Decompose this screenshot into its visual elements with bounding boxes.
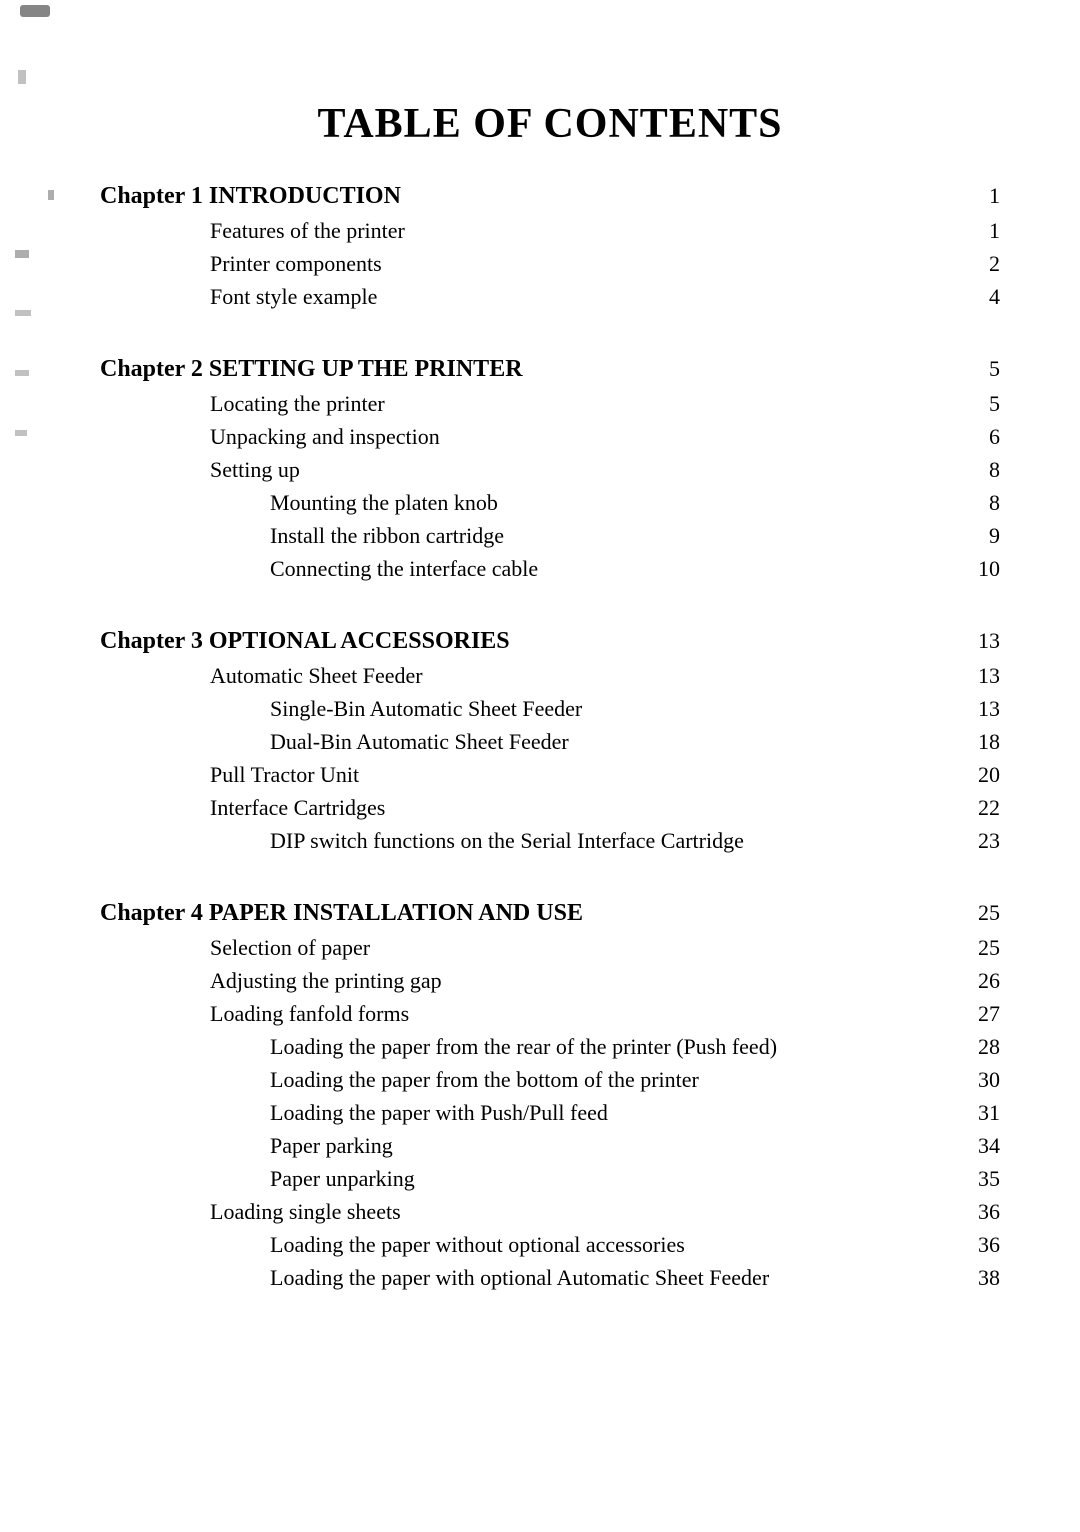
toc-entry: Automatic Sheet Feeder 13 [100,659,1000,692]
toc-entry: Features of the printer 1 [100,214,1000,247]
page-number: 25 [960,931,1000,964]
page-number: 8 [960,453,1000,486]
page-number: 8 [960,486,1000,519]
toc-entry: Paper unparking 35 [100,1162,1000,1195]
entry-text: Automatic Sheet Feeder [210,659,423,692]
page-number: 13 [960,624,1000,657]
entry-text: Printer components [210,247,382,280]
toc-entry: Locating the printer 5 [100,387,1000,420]
entry-text: Loading the paper with Push/Pull feed [270,1096,608,1129]
toc-entry: Connecting the interface cable 10 [100,552,1000,585]
chapter-heading: Chapter 2 SETTING UP THE PRINTER 5 [100,351,1000,387]
page-number: 35 [960,1162,1000,1195]
page-number: 26 [960,964,1000,997]
page-number: 22 [960,791,1000,824]
page-number: 5 [960,352,1000,385]
page-number: 10 [960,552,1000,585]
entry-text: Connecting the interface cable [270,552,538,585]
entry-text: Pull Tractor Unit [210,758,359,791]
page-number: 13 [960,692,1000,725]
page-number: 36 [960,1195,1000,1228]
chapter-title: Chapter 4 PAPER INSTALLATION AND USE [100,895,583,931]
page-number: 34 [960,1129,1000,1162]
toc-entry: DIP switch functions on the Serial Inter… [100,824,1000,857]
page-number: 2 [960,247,1000,280]
page-number: 31 [960,1096,1000,1129]
page-number: 30 [960,1063,1000,1096]
toc-entry: Mounting the platen knob 8 [100,486,1000,519]
entry-text: Loading the paper with optional Automati… [270,1261,769,1294]
scan-artifacts [0,0,70,1532]
toc-entry: Printer components 2 [100,247,1000,280]
page-number: 9 [960,519,1000,552]
entry-text: Interface Cartridges [210,791,385,824]
entry-text: Single-Bin Automatic Sheet Feeder [270,692,582,725]
entry-text: Loading single sheets [210,1195,401,1228]
entry-text: Loading the paper from the rear of the p… [270,1030,777,1063]
page-number: 13 [960,659,1000,692]
entry-text: Unpacking and inspection [210,420,440,453]
chapter-block: Chapter 1 INTRODUCTION 1 Features of the… [100,178,1000,313]
toc-entry: Single-Bin Automatic Sheet Feeder 13 [100,692,1000,725]
entry-text: Loading the paper from the bottom of the… [270,1063,699,1096]
entry-text: Features of the printer [210,214,405,247]
page-number: 38 [960,1261,1000,1294]
page-number: 23 [960,824,1000,857]
toc-entry: Loading fanfold forms 27 [100,997,1000,1030]
chapter-title: Chapter 3 OPTIONAL ACCESSORIES [100,623,510,659]
page-number: 36 [960,1228,1000,1261]
toc-entry: Selection of paper 25 [100,931,1000,964]
page-number: 27 [960,997,1000,1030]
chapter-block: Chapter 2 SETTING UP THE PRINTER 5 Locat… [100,351,1000,585]
entry-text: DIP switch functions on the Serial Inter… [270,824,744,857]
page-title: TABLE OF CONTENTS [100,100,1000,148]
toc-entry: Install the ribbon cartridge 9 [100,519,1000,552]
entry-text: Locating the printer [210,387,385,420]
toc-entry: Loading the paper from the bottom of the… [100,1063,1000,1096]
chapter-heading: Chapter 4 PAPER INSTALLATION AND USE 25 [100,895,1000,931]
toc-entry: Interface Cartridges 22 [100,791,1000,824]
page-number: 25 [960,896,1000,929]
entry-text: Setting up [210,453,300,486]
entry-text: Paper unparking [270,1162,415,1195]
entry-text: Font style example [210,280,377,313]
toc-entry: Loading the paper from the rear of the p… [100,1030,1000,1063]
toc-entry: Unpacking and inspection 6 [100,420,1000,453]
page-number: 20 [960,758,1000,791]
toc-entry: Adjusting the printing gap 26 [100,964,1000,997]
chapter-title: Chapter 1 INTRODUCTION [100,178,401,214]
toc-entry: Loading single sheets 36 [100,1195,1000,1228]
entry-text: Dual-Bin Automatic Sheet Feeder [270,725,569,758]
toc-entry: Loading the paper without optional acces… [100,1228,1000,1261]
chapter-heading: Chapter 3 OPTIONAL ACCESSORIES 13 [100,623,1000,659]
entry-text: Adjusting the printing gap [210,964,442,997]
chapter-block: Chapter 4 PAPER INSTALLATION AND USE 25 … [100,895,1000,1294]
entry-text: Selection of paper [210,931,370,964]
toc-entry: Loading the paper with optional Automati… [100,1261,1000,1294]
chapter-block: Chapter 3 OPTIONAL ACCESSORIES 13 Automa… [100,623,1000,857]
toc-entry: Dual-Bin Automatic Sheet Feeder 18 [100,725,1000,758]
entry-text: Paper parking [270,1129,393,1162]
toc-entry: Loading the paper with Push/Pull feed 31 [100,1096,1000,1129]
toc-entry: Paper parking 34 [100,1129,1000,1162]
entry-text: Loading the paper without optional acces… [270,1228,685,1261]
page-number: 28 [960,1030,1000,1063]
toc-entry: Font style example 4 [100,280,1000,313]
page-number: 4 [960,280,1000,313]
chapter-heading: Chapter 1 INTRODUCTION 1 [100,178,1000,214]
toc-entry: Pull Tractor Unit 20 [100,758,1000,791]
entry-text: Mounting the platen knob [270,486,498,519]
page-number: 6 [960,420,1000,453]
toc-entry: Setting up 8 [100,453,1000,486]
page-number: 18 [960,725,1000,758]
page-number: 1 [960,179,1000,212]
entry-text: Install the ribbon cartridge [270,519,504,552]
chapter-title: Chapter 2 SETTING UP THE PRINTER [100,351,523,387]
page-number: 5 [960,387,1000,420]
page-number: 1 [960,214,1000,247]
table-of-contents: Chapter 1 INTRODUCTION 1 Features of the… [100,178,1000,1294]
entry-text: Loading fanfold forms [210,997,409,1030]
